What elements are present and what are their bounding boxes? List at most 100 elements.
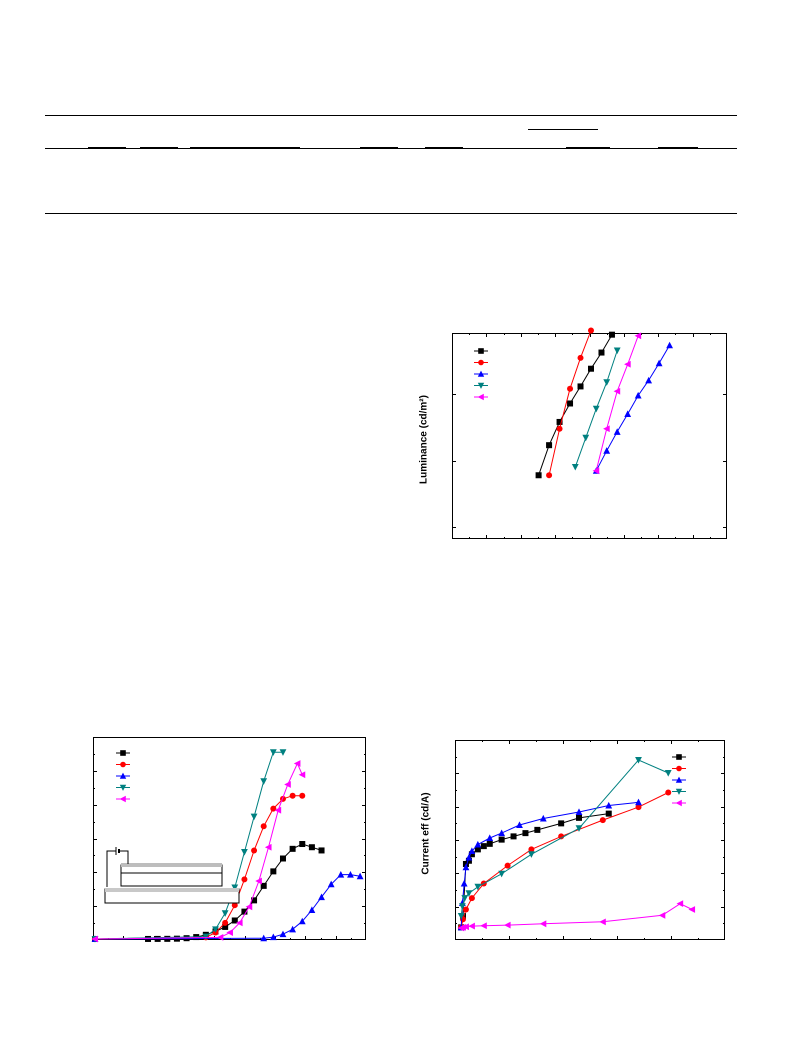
data-point xyxy=(535,472,542,479)
data-point xyxy=(260,778,268,785)
data-point xyxy=(298,917,306,925)
data-point xyxy=(462,923,469,931)
data-point xyxy=(603,447,611,454)
data-point xyxy=(468,895,475,902)
data-point xyxy=(635,757,642,764)
data-point xyxy=(241,876,248,883)
data-point xyxy=(666,341,673,349)
current-efficiency-chart xyxy=(455,740,725,940)
data-point xyxy=(634,332,642,340)
data-point xyxy=(474,883,482,891)
data-point xyxy=(318,847,325,854)
data-point xyxy=(486,840,493,847)
data-point xyxy=(120,761,126,768)
data-point xyxy=(575,825,583,832)
current-voltage-chart xyxy=(91,737,366,943)
data-point xyxy=(91,935,98,943)
data-point xyxy=(603,425,610,433)
wire xyxy=(106,850,116,887)
data-point xyxy=(222,919,229,926)
series-line xyxy=(460,792,669,928)
data-point xyxy=(577,383,584,390)
table-header-underline xyxy=(528,129,598,130)
data-point xyxy=(599,817,606,824)
data-point xyxy=(676,754,682,760)
data-point xyxy=(624,410,632,418)
series-line xyxy=(460,759,669,917)
wire xyxy=(119,850,129,864)
data-point xyxy=(576,814,582,821)
data-point xyxy=(279,930,287,938)
data-point xyxy=(575,808,583,815)
data-point xyxy=(516,821,523,828)
data-point xyxy=(546,442,553,449)
data-point xyxy=(613,347,621,355)
data-point xyxy=(480,843,487,850)
data-point xyxy=(676,900,684,908)
data-point xyxy=(624,360,631,368)
data-point xyxy=(289,845,296,852)
plot-frame xyxy=(455,740,725,940)
ito-layer xyxy=(105,888,239,892)
data-point xyxy=(478,348,484,354)
data-point xyxy=(270,868,277,875)
luminance-axis-label: Luminance (cd/m²) xyxy=(418,395,430,484)
data-point xyxy=(337,871,345,878)
data-point xyxy=(465,853,473,861)
data-point xyxy=(120,750,126,756)
data-point xyxy=(279,749,287,756)
luminance-chart xyxy=(452,327,727,539)
data-point xyxy=(202,933,210,941)
data-point xyxy=(582,434,590,442)
data-point xyxy=(592,405,600,413)
data-point xyxy=(284,781,291,788)
data-point xyxy=(468,847,476,854)
data-point xyxy=(676,765,682,772)
data-point xyxy=(567,385,574,392)
data-point xyxy=(119,772,127,779)
data-point xyxy=(318,893,325,901)
data-point xyxy=(613,387,621,395)
data-point xyxy=(327,880,335,888)
series-line xyxy=(460,801,639,928)
data-point xyxy=(592,467,600,475)
data-point xyxy=(664,770,672,777)
data-point xyxy=(528,846,535,853)
table-top-rule xyxy=(45,115,737,116)
data-point xyxy=(567,400,574,407)
data-point xyxy=(539,814,547,822)
data-point xyxy=(260,934,268,942)
data-point xyxy=(231,902,238,909)
data-point xyxy=(226,929,233,936)
data-point xyxy=(260,823,267,830)
data-point xyxy=(462,863,470,871)
data-point xyxy=(498,829,506,837)
data-point xyxy=(457,913,465,920)
data-point xyxy=(461,895,469,902)
data-point xyxy=(269,749,277,756)
data-point xyxy=(260,882,267,889)
data-point xyxy=(613,428,621,435)
data-point xyxy=(665,789,672,796)
data-point xyxy=(658,911,666,919)
data-point xyxy=(299,841,306,848)
data-point xyxy=(498,836,505,843)
data-point xyxy=(465,857,472,864)
data-point xyxy=(308,906,316,914)
data-point xyxy=(477,370,485,377)
data-point xyxy=(539,920,547,928)
data-point xyxy=(522,830,529,837)
data-point xyxy=(599,918,606,926)
data-point xyxy=(546,472,553,479)
data-point xyxy=(245,903,253,911)
data-point xyxy=(251,847,258,854)
data-point xyxy=(474,846,481,853)
data-point xyxy=(675,788,683,795)
plot-frame xyxy=(93,737,366,940)
data-point xyxy=(308,844,315,851)
data-point xyxy=(255,877,262,885)
data-point xyxy=(558,820,565,827)
data-point xyxy=(528,851,535,858)
plot-frame xyxy=(452,333,727,539)
table-col-underline xyxy=(360,147,398,149)
